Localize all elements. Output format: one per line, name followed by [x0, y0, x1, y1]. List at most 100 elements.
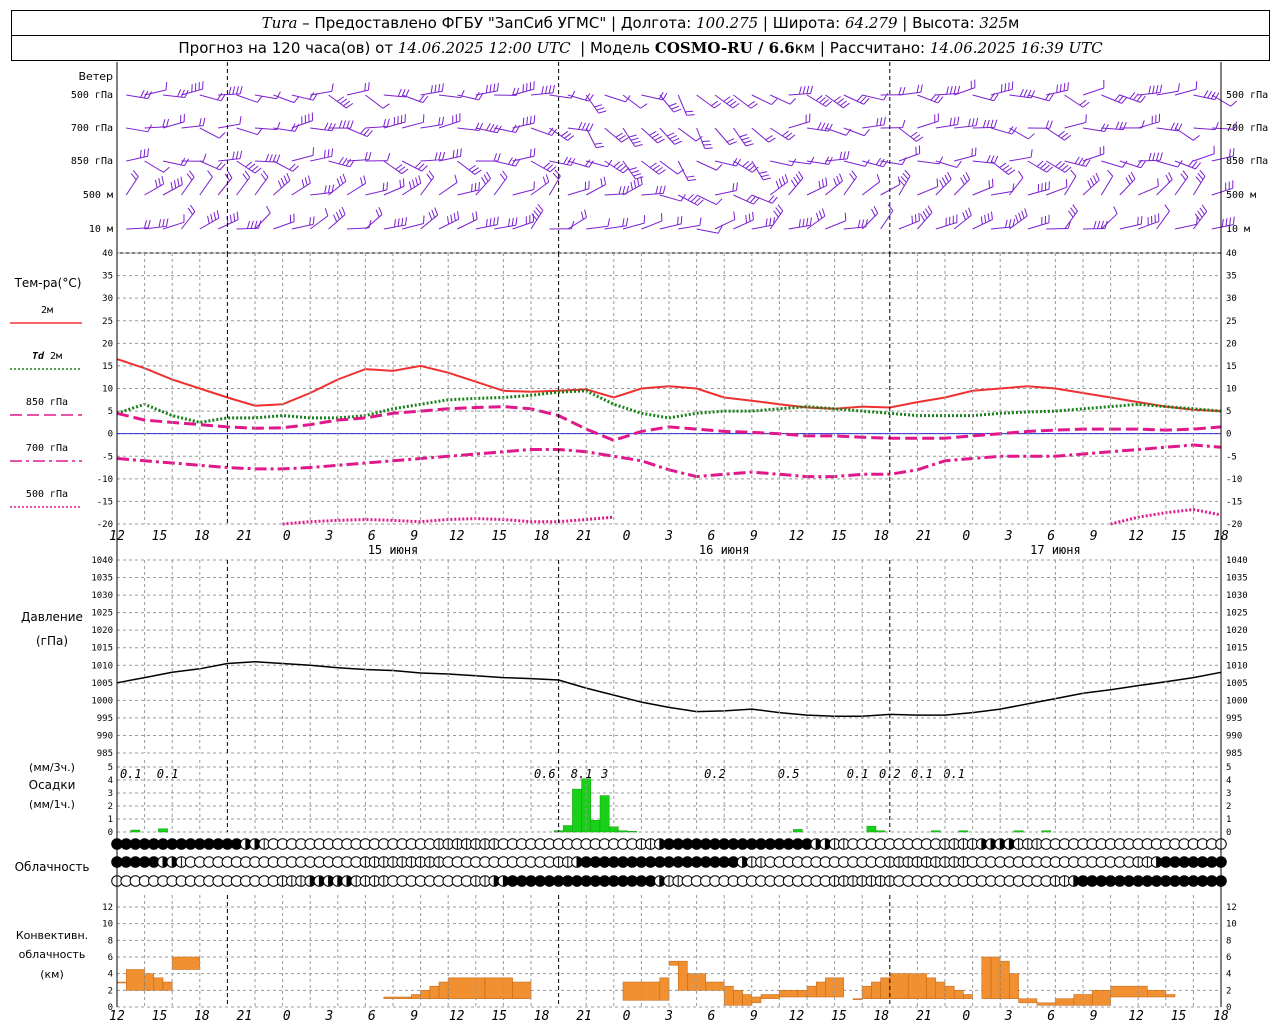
- legend-label: 500 гПа: [26, 489, 68, 500]
- convective-bar: [144, 973, 155, 991]
- y-tick-label: 30: [102, 294, 113, 304]
- y-tick-label: 5: [1226, 763, 1231, 773]
- wind-barb: [806, 177, 828, 196]
- wind-barb: [457, 91, 484, 101]
- y-tick-label: 5: [1226, 407, 1231, 417]
- wind-barb: [732, 127, 754, 147]
- wind-barb: [677, 194, 704, 206]
- convective-bar: [383, 996, 412, 999]
- wind-barb: [769, 127, 796, 141]
- wind-barb: [1193, 90, 1220, 101]
- wind-barb: [475, 153, 501, 162]
- cloud-symbol: [479, 875, 491, 887]
- y-tick-label: 2: [1226, 986, 1231, 996]
- wind-barb: [1138, 152, 1163, 162]
- convective-bar: [889, 973, 909, 999]
- y-tick-label: 1015: [1226, 644, 1248, 654]
- wind-barb: [310, 184, 335, 196]
- wind-barb: [585, 127, 605, 149]
- wind-barb: [659, 94, 682, 113]
- y-tick-label: 3: [1226, 789, 1231, 799]
- wind-level-label: 10 м: [89, 224, 113, 235]
- cloud-symbol: [295, 875, 307, 887]
- convective-bar: [429, 985, 440, 999]
- y-tick-label: 5: [108, 763, 113, 773]
- wind-barb: [218, 150, 243, 162]
- model-name: COSMO-RU / 6.6: [654, 39, 795, 57]
- wind-barb: [953, 171, 971, 196]
- wind-barb: [954, 147, 977, 162]
- wind-barb: [346, 219, 372, 230]
- convective-bar: [1009, 973, 1019, 999]
- wind-barb: [1156, 122, 1183, 132]
- wind-barb: [788, 171, 804, 196]
- time-tick-label: 21: [237, 529, 253, 544]
- wind-barb: [1064, 114, 1087, 129]
- wind-barb: [125, 170, 139, 196]
- wind-barb: [401, 175, 422, 196]
- wind-barb: [254, 91, 281, 100]
- y-tick-label: -15: [1226, 497, 1242, 507]
- y-tick-label: -15: [97, 497, 113, 507]
- y-tick-label: 35: [1226, 272, 1237, 282]
- y-tick-label: 12: [102, 903, 113, 913]
- time-tick-label: 15: [831, 529, 847, 544]
- time-tick-label: 9: [410, 1009, 418, 1024]
- wind-barb: [1174, 127, 1200, 141]
- wind-barb: [935, 160, 962, 168]
- wind-barb: [604, 185, 630, 196]
- wind-barb: [236, 160, 262, 174]
- wind-barb: [199, 170, 213, 196]
- wind-barb: [181, 153, 207, 162]
- convective-panel: Конвективн. облачность (км) 12 12 10 10 8 8 6 6…: [16, 903, 1237, 1013]
- wind-barb: [273, 123, 300, 132]
- wind-level-label: 500 гПа: [71, 90, 113, 101]
- pressure-line: [116, 661, 1222, 717]
- wind-barb: [291, 216, 315, 230]
- cloud-symbol: [654, 875, 666, 887]
- wind-barb: [217, 211, 239, 230]
- wind-barb: [604, 127, 629, 143]
- wind-barb: [604, 94, 631, 103]
- wind-barb: [788, 85, 814, 96]
- wind-barb: [751, 160, 772, 181]
- wind-level-label: 500 гПа: [1226, 90, 1268, 101]
- precip-panel: (мм/3ч.) Осадки (мм/1ч.) 5 5 4 4 3 3 2 2 1 1 0 0 0.…: [29, 761, 1232, 838]
- wind-barb: [383, 178, 405, 196]
- wind-barb: [144, 218, 169, 230]
- wind-barb: [825, 212, 847, 230]
- wind-barb: [1119, 171, 1136, 196]
- wind-barb: [1046, 179, 1068, 196]
- y-tick-label: -5: [102, 452, 113, 462]
- time-tick-label: 15: [491, 529, 507, 544]
- convective-bar: [779, 990, 799, 998]
- wind-barb: [1082, 145, 1105, 162]
- cloud-symbol: [304, 875, 317, 887]
- y-tick-label: 995: [97, 714, 113, 724]
- wind-barb: [1027, 120, 1053, 129]
- y-tick-label: 1030: [1226, 591, 1248, 601]
- wind-barb: [420, 207, 439, 230]
- wind-barb: [567, 159, 594, 168]
- wind-barb: [696, 194, 723, 206]
- wind-barb: [733, 160, 759, 173]
- y-tick-label: 0: [1226, 430, 1231, 440]
- convective-bar: [1036, 1002, 1056, 1006]
- wind-barb: [328, 173, 347, 196]
- wind-barb: [770, 158, 797, 167]
- convective-bar: [880, 977, 891, 999]
- wind-barb: [273, 160, 299, 172]
- precip-bar: [1041, 830, 1052, 833]
- wind-barb: [420, 116, 445, 129]
- wind-barb: [383, 160, 409, 175]
- wind-barb: [622, 127, 643, 147]
- convective-bar: [852, 998, 863, 1000]
- wind-barb: [328, 120, 354, 129]
- wind-barb: [880, 204, 894, 230]
- cloud-symbol: [838, 838, 850, 850]
- wind-barb: [1193, 204, 1208, 230]
- wind-barb: [1119, 91, 1146, 103]
- convective-bar: [484, 977, 513, 999]
- convective-bar: [760, 994, 780, 999]
- pressure-title: Давление: [21, 610, 83, 624]
